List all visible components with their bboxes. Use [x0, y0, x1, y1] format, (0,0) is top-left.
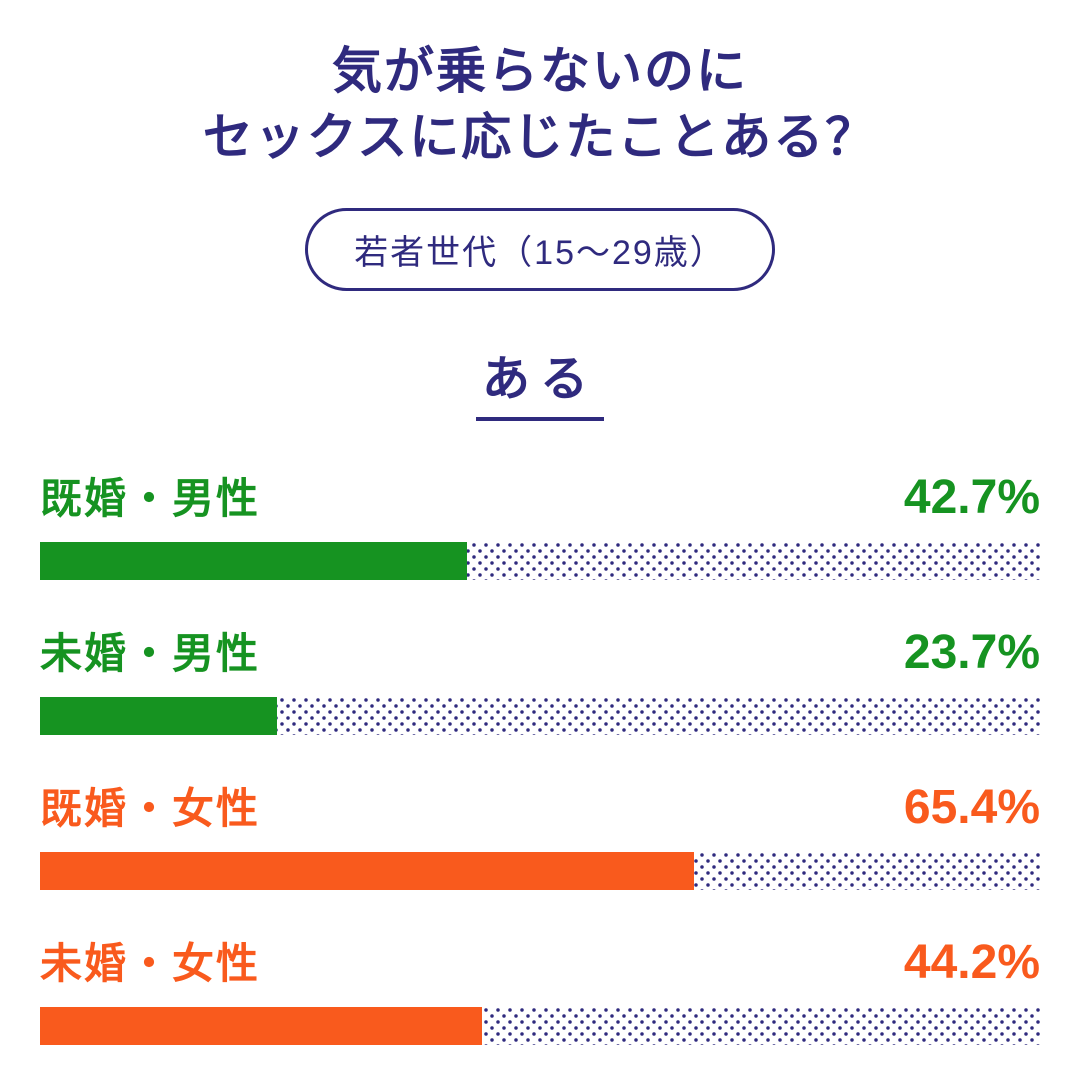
bar-value: 65.4% [903, 781, 1040, 834]
bar-track [40, 697, 1040, 735]
bar-fill [40, 852, 694, 890]
title-line-1: 気が乗らないのに [332, 43, 748, 99]
row-head: 既婚・男性 42.7% [40, 465, 1040, 526]
bar-label: 未婚・女性 [40, 940, 261, 987]
chart-row-married-male: 既婚・男性 42.7% [40, 465, 1040, 580]
bar-track [40, 852, 1040, 890]
page-title: 気が乗らないのに セックスに応じたことある？ [40, 38, 1040, 170]
bar-fill [40, 1007, 482, 1045]
chart-row-unmarried-female: 未婚・女性 44.2% [40, 930, 1040, 1045]
bar-label: 既婚・男性 [40, 475, 261, 522]
bar-label: 未婚・男性 [40, 630, 261, 677]
row-head: 未婚・女性 44.2% [40, 930, 1040, 991]
bar-value: 23.7% [903, 626, 1040, 679]
bar-value: 42.7% [903, 471, 1040, 524]
bar-value: 44.2% [903, 936, 1040, 989]
chart-row-married-female: 既婚・女性 65.4% [40, 775, 1040, 890]
section-wrap: ある [40, 339, 1040, 421]
bar-fill [40, 697, 277, 735]
bar-fill [40, 542, 467, 580]
bar-track [40, 542, 1040, 580]
section-label: ある [475, 339, 604, 421]
chart-row-unmarried-male: 未婚・男性 23.7% [40, 620, 1040, 735]
age-group-badge: 若者世代（15〜29歳） [305, 208, 775, 291]
title-line-2: セックスに応じたことある？ [202, 109, 878, 165]
bar-track [40, 1007, 1040, 1045]
row-head: 既婚・女性 65.4% [40, 775, 1040, 836]
bar-chart: 既婚・男性 42.7% 未婚・男性 23.7% 既婚・女性 65.4% [40, 465, 1040, 1045]
badge-wrap: 若者世代（15〜29歳） [40, 208, 1040, 291]
bar-label: 既婚・女性 [40, 785, 261, 832]
row-head: 未婚・男性 23.7% [40, 620, 1040, 681]
